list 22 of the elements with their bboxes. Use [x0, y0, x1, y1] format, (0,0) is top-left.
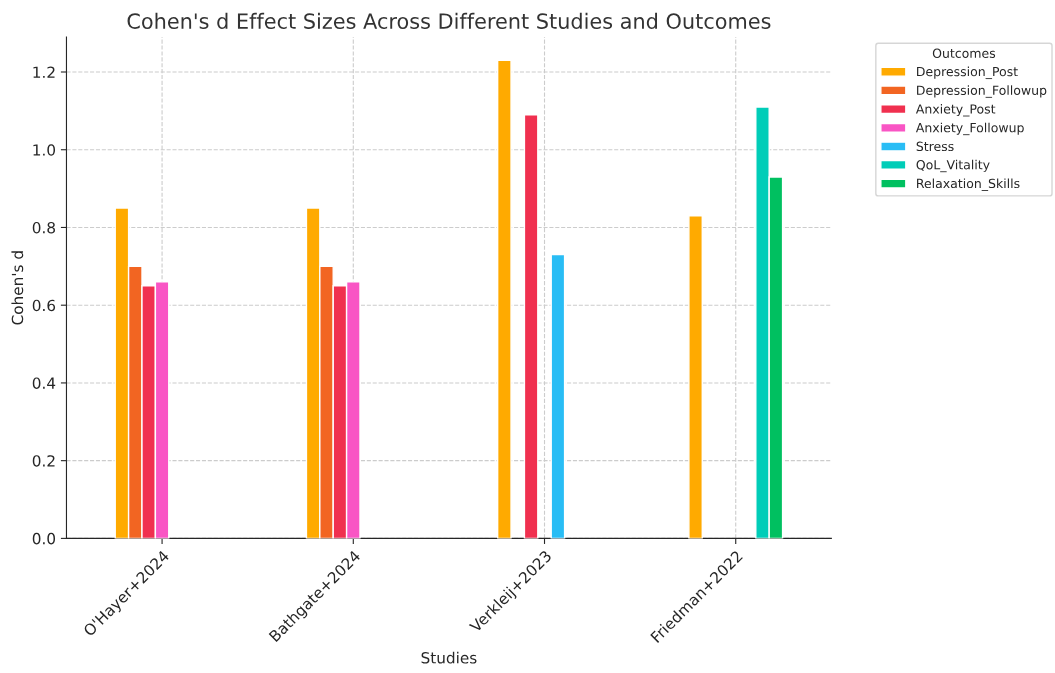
bar	[550, 253, 566, 539]
legend-label: Relaxation_Skills	[917, 178, 1020, 191]
legend-label: Depression_Followup	[917, 85, 1047, 98]
legend-label: Anxiety_Followup	[915, 122, 1024, 136]
legend-label: Anxiety_Post	[915, 104, 996, 117]
bar	[523, 114, 539, 539]
y-axis-title: Cohen's d	[11, 251, 24, 325]
legend-label: Stress	[916, 141, 954, 152]
legend-label: Depression_Post	[917, 66, 1018, 80]
y-tick-label: 0.6	[32, 299, 56, 312]
y-tick-label: 0.8	[32, 221, 55, 234]
chart-title: Cohen's d Effect Sizes Across Different Studies and Outcomes	[127, 12, 771, 29]
y-tick-label: 1.0	[33, 144, 56, 156]
bar	[496, 59, 512, 539]
y-tick-label: 1.2	[33, 66, 55, 78]
y-tick-label: 0.0	[32, 532, 56, 545]
legend-label: QoL_Vitality	[916, 159, 990, 173]
x-axis-title: Studies	[421, 651, 477, 664]
y-tick-label: 0.4	[32, 377, 56, 389]
y-tick-label: 0.2	[32, 455, 55, 467]
bar	[688, 215, 703, 539]
legend-title: Outcomes	[932, 48, 996, 58]
